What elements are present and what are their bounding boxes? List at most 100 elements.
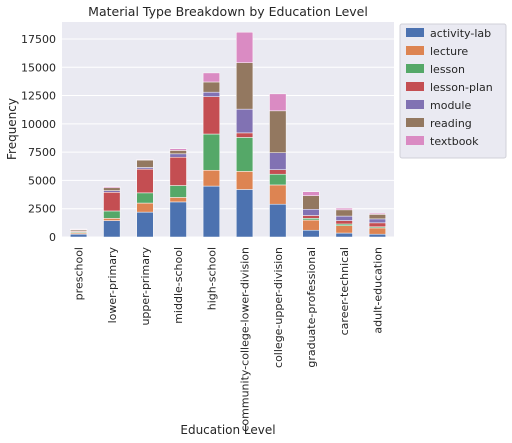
bar-segment [269,152,287,170]
bar-segment [368,227,386,235]
x-axis-label: Education Level [180,423,275,437]
bar-segment [335,209,353,217]
bar-segment [70,233,88,238]
x-tick-label: high-school [205,247,218,310]
bar-segment [136,202,154,213]
bar-segment [236,189,254,238]
y-tick-label: 5000 [28,174,56,187]
bar-segment [236,132,254,138]
bar-segment [236,171,254,190]
bar-segment [269,110,287,153]
y-tick-label: 0 [49,231,56,244]
y-axis-label: Frequency [5,98,19,160]
bar-segment [136,159,154,161]
bar-segment [335,207,353,211]
y-tick-label: 15000 [21,61,56,74]
bar-segment [335,225,353,234]
bar-segment [236,31,254,63]
bar-segment [269,93,287,112]
x-tick-label: lower-primary [106,247,119,324]
bar-segment [269,169,287,175]
x-tick-label: adult-education [371,247,384,334]
bar-segment [368,218,386,224]
bar-segment [202,169,220,187]
bar-segment [70,228,88,230]
legend-swatch [406,82,424,91]
bar-segment [335,223,353,226]
legend-swatch [406,136,424,145]
bar-segment [335,220,353,225]
legend-swatch [406,118,424,127]
bar-segment [236,62,254,110]
bar-segment [202,91,220,97]
bar-segment [169,153,187,158]
bar-segment [169,148,187,151]
bar-segment [103,187,121,191]
chart-title: Material Type Breakdown by Education Lev… [88,4,368,19]
x-tick-label: graduate-professional [305,247,318,368]
bar-segment [302,219,320,231]
x-tick-label: community-college-lower-division [239,247,252,432]
bar-segment [302,191,320,196]
legend-box [399,23,507,159]
x-tick-label: upper-primary [139,247,152,326]
x-tick-label: career-technical [338,247,351,335]
bar-segment [368,212,386,215]
legend-label: textbook [430,135,479,148]
bar-segment [269,173,287,186]
y-tick-labels: 0 2500 5000 7500 10000 12500 15000 17500 [21,33,56,244]
bar-segment [103,210,121,219]
x-tick-labels: preschool lower-primary upper-primary middl… [73,247,385,432]
legend-swatch [406,100,424,109]
bar-segment [169,197,187,203]
legend-label: lesson-plan [430,81,493,94]
bar-segment [302,215,320,219]
bar-segment [103,220,121,238]
legend-label: lecture [430,45,468,58]
bar-segment [368,233,386,238]
bars [70,31,386,238]
legend-label: activity-lab [430,27,491,40]
y-tick-label: 7500 [28,146,56,159]
bar-segment [236,137,254,172]
bar-segment [302,229,320,238]
x-tick-label: middle-school [172,247,185,324]
y-tick-label: 2500 [28,203,56,216]
bar-segment [335,232,353,238]
legend-label: reading [430,117,472,130]
y-tick-label: 12500 [21,90,56,103]
bar-segment [103,186,121,189]
bar-segment [269,203,287,238]
bar-segment [302,195,320,210]
bar-segment [103,192,121,212]
bar-segment [269,184,287,205]
bar-segment [169,201,187,238]
bar-segment [136,211,154,238]
bar-segment [103,218,121,221]
legend-label: module [430,99,471,112]
bar-segment [236,108,254,134]
legend: activity-lab lecture lesson lesson-plan modu… [399,23,507,159]
legend-swatch [406,64,424,73]
legend-label: lesson [430,63,465,76]
bar-segment [335,215,353,221]
x-tick-label: college-upper-division [272,247,285,368]
bar-segment [302,209,320,216]
bar-segment [169,156,187,186]
bar-segment [202,133,220,171]
bar-segment [136,167,154,170]
legend-swatch [406,28,424,37]
bar-segment [136,159,154,168]
bar-segment [169,150,187,155]
bar-segment [136,168,154,194]
legend-swatch [406,46,424,55]
y-tick-label: 17500 [21,33,56,46]
bar-segment [202,81,220,93]
bar-segment [368,214,386,220]
bar-segment [136,192,154,204]
bar-segment [302,218,320,221]
bar-segment [169,185,187,198]
y-tick-label: 10000 [21,118,56,131]
bar-segment [202,96,220,135]
